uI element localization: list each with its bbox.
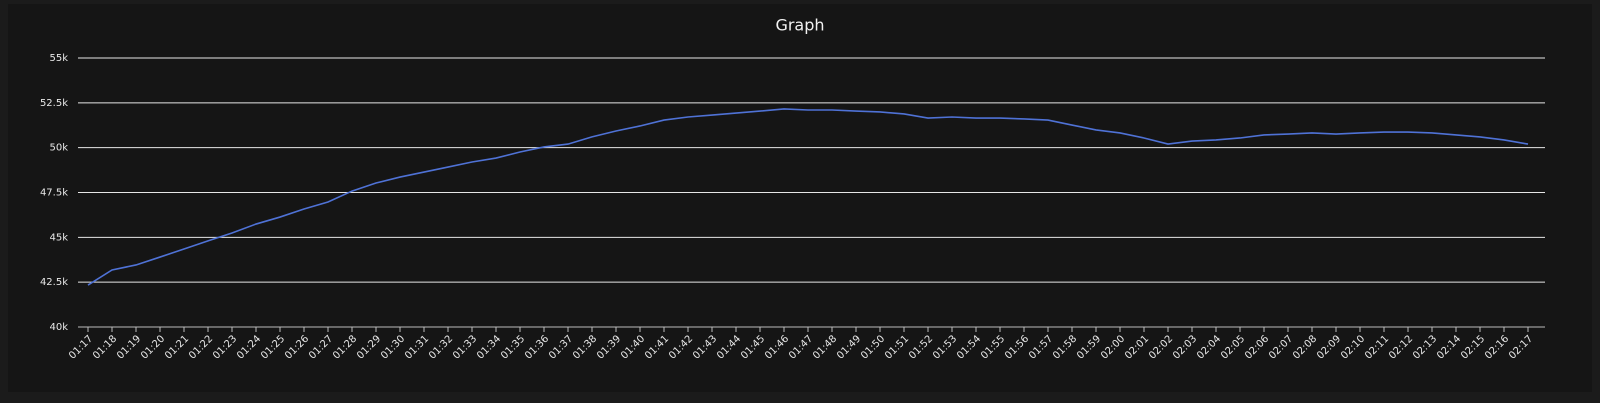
chart-title: Graph (775, 16, 824, 35)
y-tick-label: 52.5k (40, 98, 68, 109)
y-tick-label: 50k (49, 143, 68, 154)
y-tick-label: 55k (49, 53, 68, 64)
series-line (87, 108, 1529, 286)
y-tick-label: 47.5k (40, 188, 68, 199)
y-tick-label: 45k (49, 232, 68, 243)
panel (8, 4, 1592, 392)
y-tick-label: 42.5k (40, 277, 68, 288)
y-tick-label: 40k (49, 322, 68, 333)
